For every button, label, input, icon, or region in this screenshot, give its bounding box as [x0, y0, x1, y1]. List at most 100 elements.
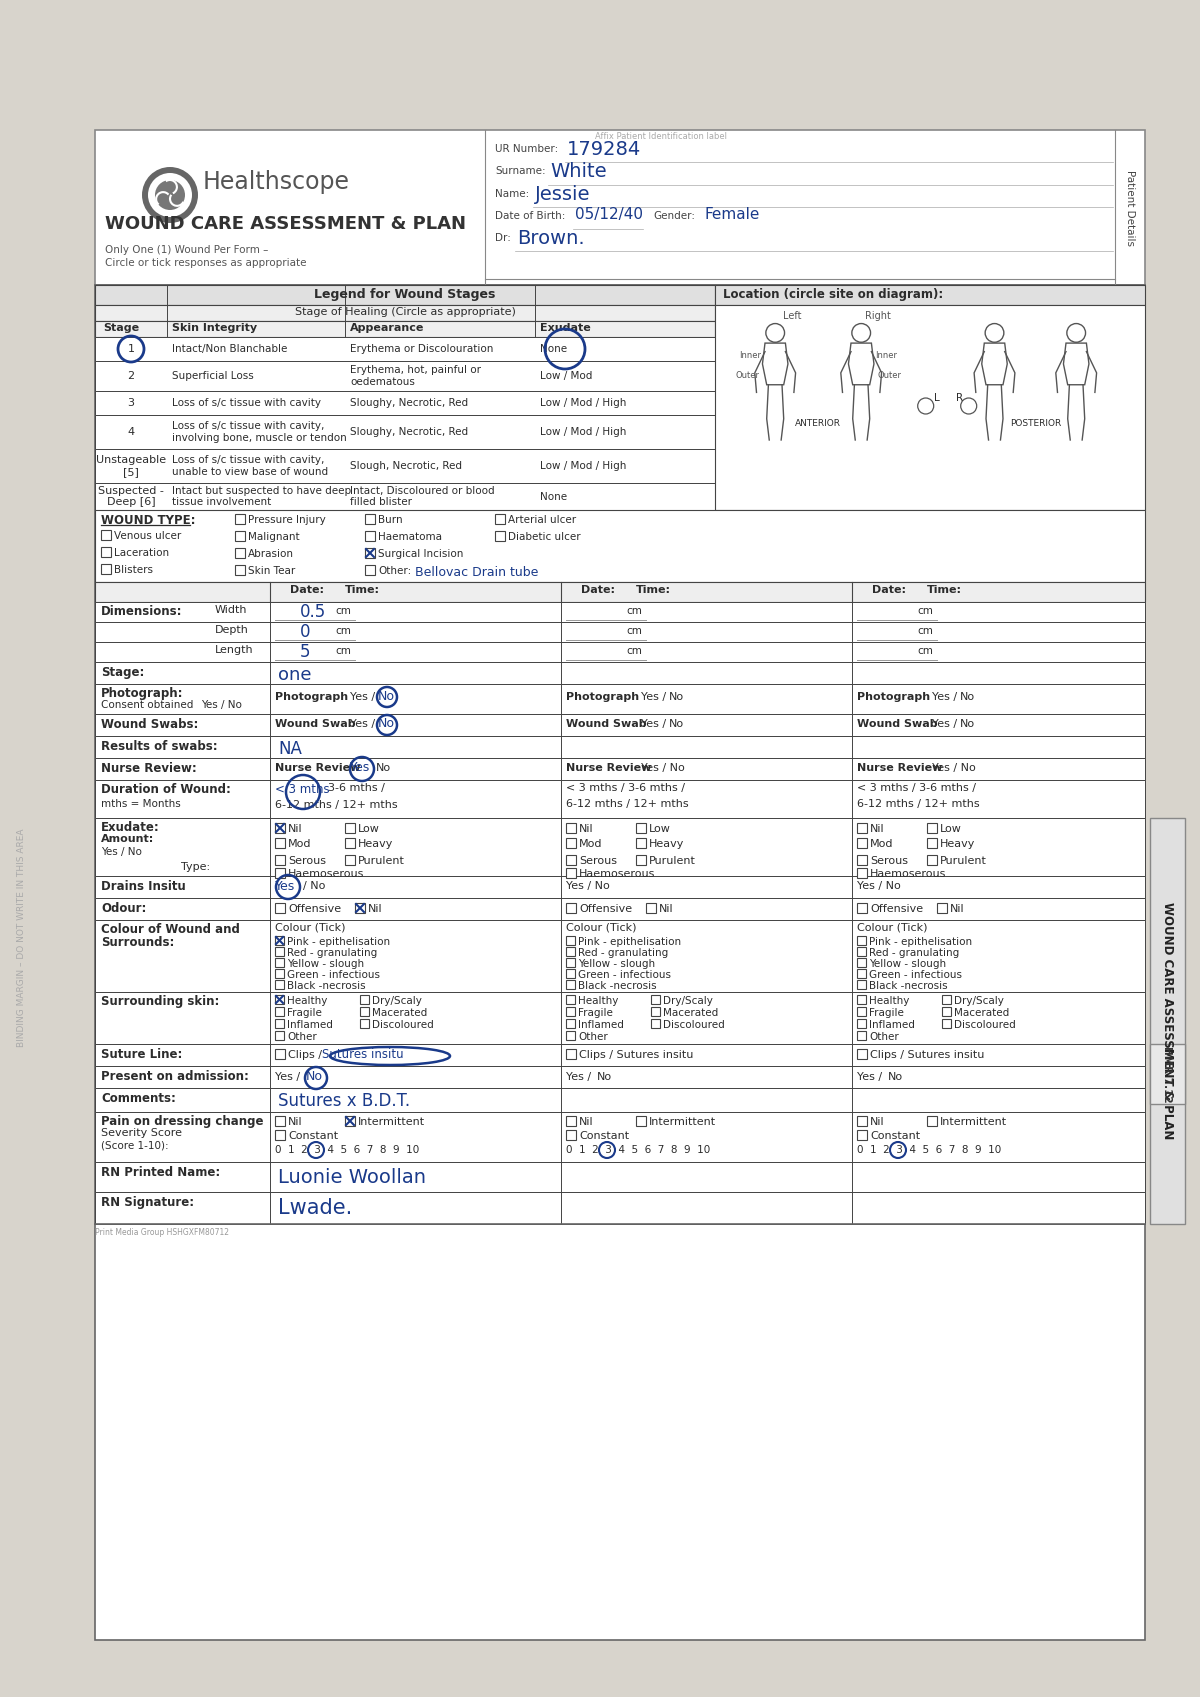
Text: Nil: Nil	[288, 1117, 302, 1127]
Text: Date of Birth:: Date of Birth:	[496, 210, 565, 221]
Text: Other:: Other:	[378, 567, 412, 575]
Text: Serous: Serous	[870, 855, 908, 865]
FancyBboxPatch shape	[275, 1049, 286, 1059]
Text: Clips / Sutures insitu: Clips / Sutures insitu	[580, 1050, 694, 1061]
Text: cm: cm	[917, 626, 932, 636]
Text: cm: cm	[917, 606, 932, 616]
Text: Other: Other	[287, 1032, 317, 1042]
Text: Outer: Outer	[877, 372, 901, 380]
Text: Offensive: Offensive	[580, 905, 632, 915]
FancyBboxPatch shape	[566, 1049, 576, 1059]
Text: Clips /: Clips /	[288, 1050, 322, 1061]
Text: Surgical Incision: Surgical Incision	[378, 550, 463, 558]
Text: Healthy: Healthy	[287, 996, 328, 1006]
FancyBboxPatch shape	[365, 565, 374, 575]
Text: Other: Other	[869, 1032, 899, 1042]
Text: Low / Mod / High: Low / Mod / High	[540, 399, 626, 407]
Text: Photograph: Photograph	[275, 692, 348, 703]
Text: No: No	[378, 718, 395, 730]
Text: Low: Low	[649, 825, 671, 833]
Text: Low / Mod / High: Low / Mod / High	[540, 462, 626, 472]
Text: Results of swabs:: Results of swabs:	[101, 740, 217, 753]
Text: NA: NA	[278, 740, 302, 759]
FancyBboxPatch shape	[275, 1032, 284, 1040]
Text: Odour:: Odour:	[101, 903, 146, 915]
FancyBboxPatch shape	[95, 1162, 1145, 1191]
Text: No: No	[960, 692, 976, 703]
FancyBboxPatch shape	[857, 855, 866, 865]
Text: Yes /: Yes /	[932, 692, 958, 703]
Text: Heavy: Heavy	[940, 838, 976, 848]
FancyBboxPatch shape	[566, 1006, 575, 1017]
Text: Erythema, hot, painful or
oedematous: Erythema, hot, painful or oedematous	[350, 365, 481, 387]
Text: 5: 5	[300, 643, 311, 662]
Text: Inner: Inner	[875, 351, 898, 360]
Text: Time:: Time:	[346, 585, 380, 596]
Text: Date:: Date:	[581, 585, 616, 596]
FancyBboxPatch shape	[857, 1130, 866, 1140]
FancyBboxPatch shape	[95, 662, 1145, 684]
Text: UR Number:: UR Number:	[496, 144, 558, 154]
Text: Photograph: Photograph	[566, 692, 640, 703]
Text: No: No	[378, 691, 395, 703]
Text: Nurse Review:: Nurse Review:	[101, 762, 197, 776]
FancyBboxPatch shape	[95, 1191, 1145, 1224]
Text: Macerated: Macerated	[662, 1008, 719, 1018]
Text: Low: Low	[940, 825, 962, 833]
Text: Affix Patient Identification label: Affix Patient Identification label	[595, 132, 727, 141]
Text: No: No	[376, 764, 391, 774]
Text: BINDING MARGIN – DO NOT WRITE IN THIS AREA: BINDING MARGIN – DO NOT WRITE IN THIS AR…	[18, 828, 26, 1047]
FancyBboxPatch shape	[942, 994, 952, 1005]
Text: White: White	[550, 161, 607, 182]
FancyBboxPatch shape	[857, 1032, 866, 1040]
Text: cm: cm	[626, 606, 642, 616]
Text: Purulent: Purulent	[649, 855, 696, 865]
FancyBboxPatch shape	[566, 947, 575, 955]
Text: Colour (Tick): Colour (Tick)	[857, 923, 928, 933]
Text: cm: cm	[626, 626, 642, 636]
Text: WOUND TYPE:: WOUND TYPE:	[101, 514, 196, 528]
Text: Inflamed: Inflamed	[578, 1020, 624, 1030]
FancyBboxPatch shape	[101, 546, 112, 557]
Polygon shape	[848, 343, 874, 385]
FancyBboxPatch shape	[942, 1018, 952, 1028]
Text: Blisters: Blisters	[114, 565, 154, 575]
Text: Inflamed: Inflamed	[869, 1020, 914, 1030]
Text: Slough, Necrotic, Red: Slough, Necrotic, Red	[350, 462, 462, 472]
FancyBboxPatch shape	[715, 285, 1145, 305]
FancyBboxPatch shape	[95, 511, 1145, 582]
Text: Superficial Loss: Superficial Loss	[172, 372, 253, 382]
FancyBboxPatch shape	[566, 1130, 576, 1140]
Text: Legend for Wound Stages: Legend for Wound Stages	[314, 288, 496, 300]
Text: (Score 1-10):: (Score 1-10):	[101, 1140, 169, 1151]
Text: Time:: Time:	[636, 585, 671, 596]
Text: Present on admission:: Present on admission:	[101, 1071, 248, 1083]
Text: Inflamed: Inflamed	[287, 1020, 332, 1030]
Text: POSTERIOR: POSTERIOR	[1009, 419, 1061, 428]
Text: Right: Right	[865, 311, 892, 321]
Circle shape	[142, 166, 198, 222]
FancyBboxPatch shape	[496, 514, 505, 524]
Text: Left: Left	[784, 311, 802, 321]
Text: Yes: Yes	[275, 881, 295, 893]
Text: Nil: Nil	[580, 1117, 594, 1127]
FancyBboxPatch shape	[857, 969, 866, 977]
FancyBboxPatch shape	[355, 903, 365, 913]
Text: Dry/Scaly: Dry/Scaly	[372, 996, 422, 1006]
Text: Print Media Group HSHGXFM80712: Print Media Group HSHGXFM80712	[95, 1229, 229, 1237]
FancyBboxPatch shape	[346, 1117, 355, 1127]
Text: Wound Swab: Wound Swab	[857, 720, 937, 730]
Text: Yellow - slough: Yellow - slough	[287, 959, 364, 969]
Text: Black -necrosis: Black -necrosis	[578, 981, 656, 991]
FancyBboxPatch shape	[646, 903, 656, 913]
FancyBboxPatch shape	[636, 1117, 646, 1127]
Text: Nil: Nil	[659, 905, 673, 915]
Text: Exudate:: Exudate:	[101, 821, 160, 833]
Text: Inner: Inner	[739, 351, 761, 360]
Text: Yes: Yes	[350, 760, 371, 774]
Text: Colour (Tick): Colour (Tick)	[566, 923, 636, 933]
Text: < 3 mths / 3-6 mths /: < 3 mths / 3-6 mths /	[566, 782, 685, 792]
Text: Intact but suspected to have deep
tissue involvement: Intact but suspected to have deep tissue…	[172, 485, 352, 507]
Text: Nil: Nil	[368, 905, 383, 915]
Text: Low: Low	[358, 825, 380, 833]
